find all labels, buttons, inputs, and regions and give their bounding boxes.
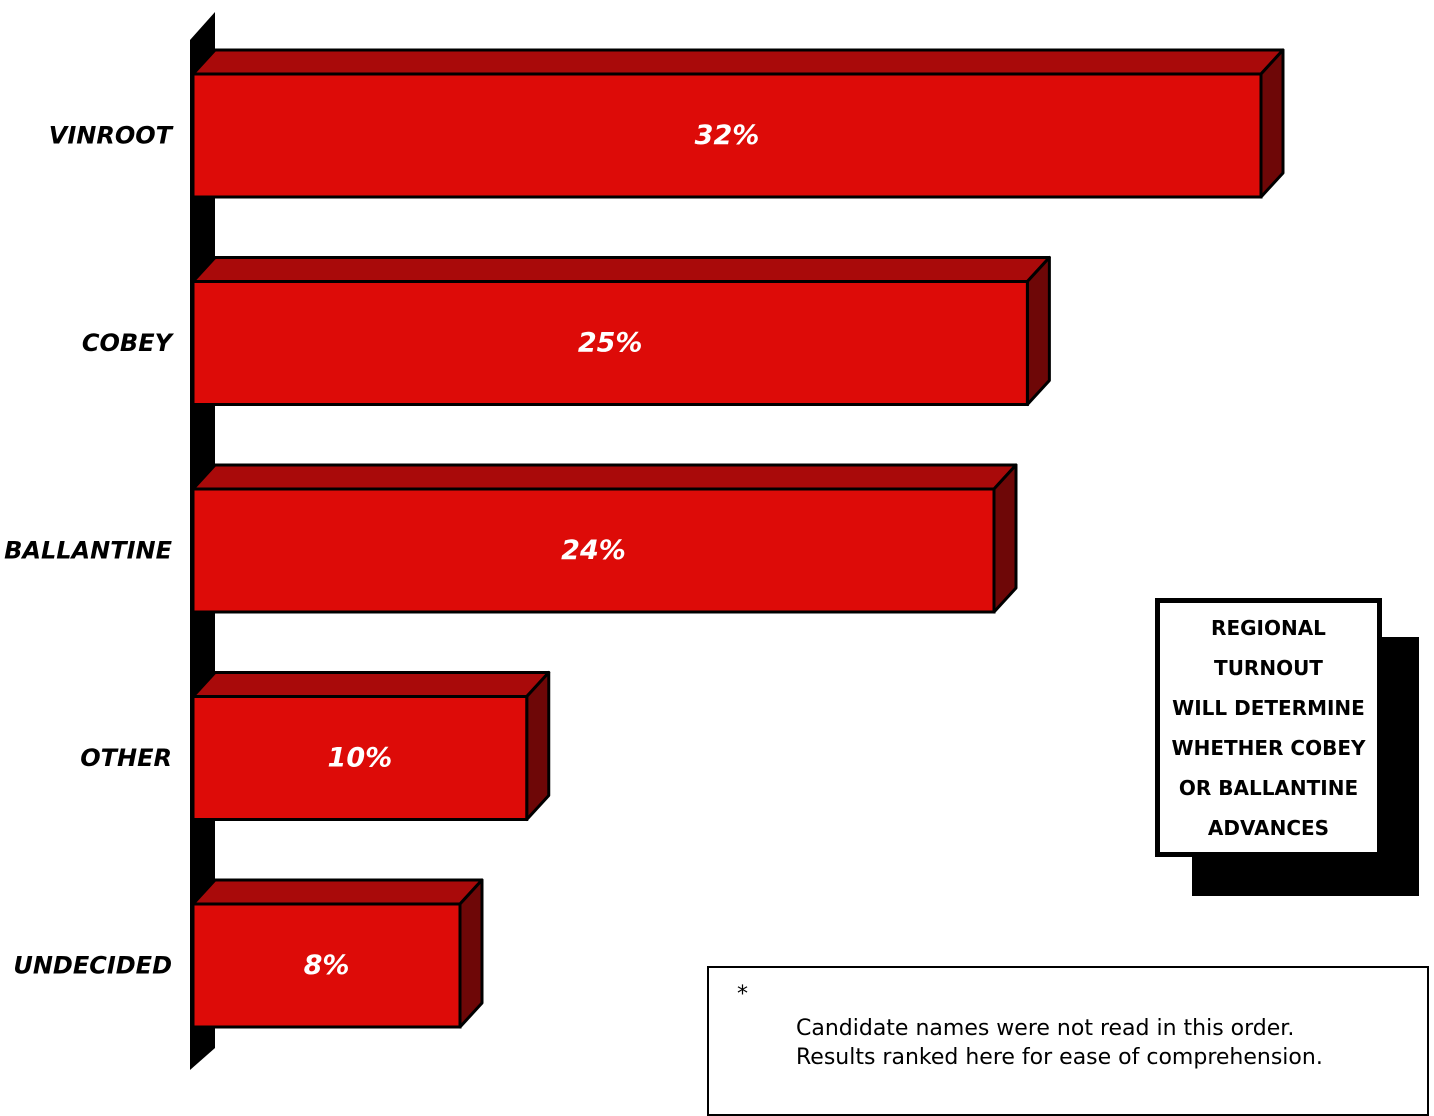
callout-line: OR BALLANTINE <box>1178 775 1359 800</box>
category-label: VINROOT <box>49 122 174 150</box>
bar-value-label: 25% <box>578 328 643 359</box>
bar-value-label: 24% <box>561 535 626 566</box>
bar-value-label: 10% <box>328 743 393 774</box>
footnote-line: Candidate names were not read in this or… <box>796 1016 1295 1041</box>
callout-line: WHETHER COBEY <box>1171 735 1366 760</box>
footnote-marker: * <box>737 982 748 1007</box>
category-label: BALLANTINE <box>4 537 173 565</box>
bar-top-face <box>191 671 551 698</box>
callout-box: REGIONAL TURNOUT WILL DETERMINE WHETHER … <box>1155 598 1382 857</box>
callout-line: REGIONAL <box>1211 615 1326 640</box>
bar <box>191 902 462 1029</box>
callout-line: ADVANCES <box>1207 815 1330 840</box>
bar-group: 24% BALLANTINE <box>4 463 1018 614</box>
bar <box>191 280 1029 406</box>
bar-side-face <box>458 878 484 1029</box>
bar-value-label: 8% <box>304 950 350 981</box>
footnote-box: * Candidate names were not read in this … <box>707 966 1429 1116</box>
category-label: OTHER <box>80 744 172 772</box>
bar-group: 25% COBEY <box>82 256 1051 406</box>
callout-line: TURNOUT <box>1214 655 1323 680</box>
bar-group: 10% OTHER <box>80 671 551 821</box>
bar <box>191 72 1263 199</box>
bar-side-face <box>992 463 1018 614</box>
bar-side-face <box>1259 48 1285 199</box>
bar-top-face <box>191 463 1018 491</box>
bar-value-label: 32% <box>695 120 760 151</box>
footnote-line: Results ranked here for ease of comprehe… <box>796 1045 1323 1070</box>
bar-side-face <box>1025 256 1051 406</box>
category-label: UNDECIDED <box>13 952 172 980</box>
footnote-text: Candidate names were not read in this or… <box>796 1014 1323 1072</box>
bar-top-face <box>191 48 1285 76</box>
bar-group: 32% VINROOT <box>49 48 1285 199</box>
bar <box>191 695 529 821</box>
callout-line: WILL DETERMINE <box>1172 695 1365 720</box>
bar-group: 8% UNDECIDED <box>13 878 484 1029</box>
category-label: COBEY <box>82 329 175 357</box>
bar <box>191 487 996 614</box>
bar-side-face <box>525 671 551 821</box>
bar-top-face <box>191 878 484 906</box>
bar-top-face <box>191 256 1051 283</box>
